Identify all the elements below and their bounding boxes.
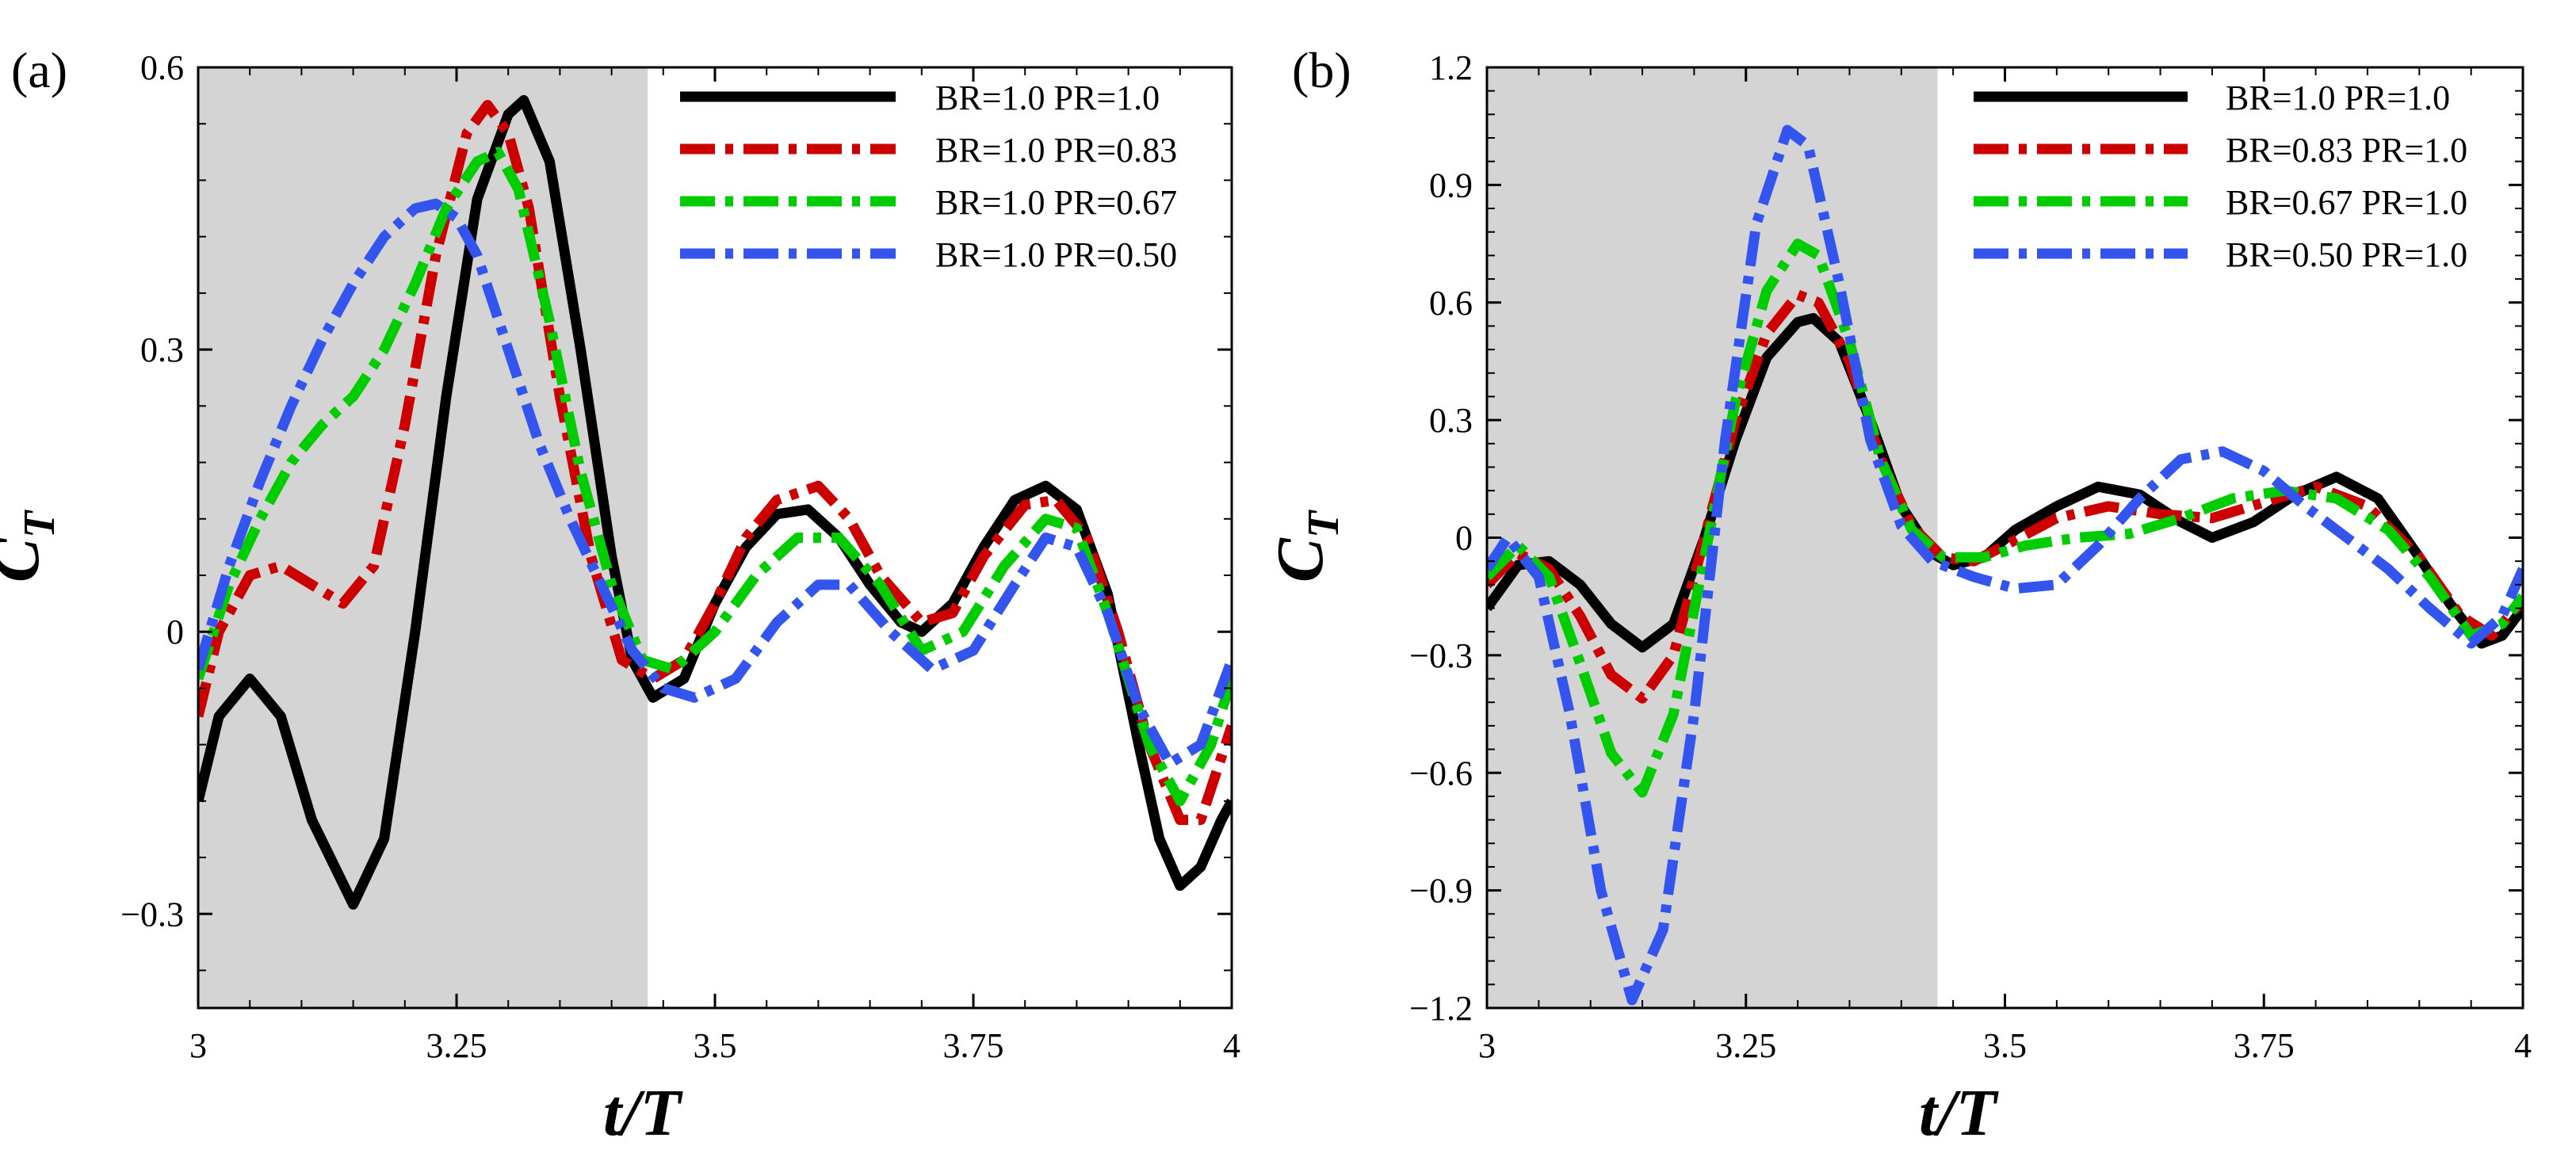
series-group	[198, 95, 1232, 910]
series-line-1	[1487, 313, 2523, 653]
y-tick-label: 0.3	[140, 330, 184, 369]
x-tick-label: 3	[189, 1026, 207, 1065]
y-tick-label: 0.9	[1429, 166, 1473, 204]
legend: BR=1.0 PR=1.0 BR=0.83 PR=1.0 BR=0.67 PR=1.…	[1974, 78, 2467, 274]
y-tick-label: −0.9	[1409, 872, 1473, 911]
x-tick-label: 3.25	[426, 1026, 487, 1065]
series-group	[1487, 124, 2523, 1006]
legend-label-4: BR=0.50 PR=1.0	[2226, 235, 2467, 274]
y-axis-label-sub: T	[1299, 509, 1348, 538]
y-tick-label: −0.3	[1409, 636, 1473, 675]
series-line-3	[1487, 239, 2523, 798]
series-line-4	[198, 198, 1232, 769]
y-axis-label: CT	[1263, 509, 1348, 582]
x-tick-label: 3.75	[2234, 1026, 2295, 1065]
legend: BR=1.0 PR=1.0 BR=1.0 PR=0.83 BR=1.0 PR=0.6…	[680, 78, 1177, 274]
y-tick-label: 0	[166, 613, 184, 651]
panel-label: (b)	[1292, 42, 1351, 98]
legend-label-4: BR=1.0 PR=0.50	[935, 235, 1177, 274]
y-tick-label: 0.6	[140, 48, 184, 87]
legend-label-3: BR=0.67 PR=1.0	[2226, 183, 2467, 222]
x-tick-label: 4	[2514, 1026, 2532, 1065]
x-tick-label: 3	[1478, 1026, 1496, 1065]
x-tick-label: 3.5	[1983, 1026, 2027, 1065]
legend-label-1: BR=1.0 PR=1.0	[2226, 78, 2450, 117]
y-tick-label: 1.2	[1429, 48, 1473, 87]
y-axis-label-main: C	[1263, 537, 1337, 582]
y-tick-label: 0	[1455, 519, 1473, 558]
y-tick-label: −0.3	[120, 895, 184, 933]
series-line-4	[1487, 124, 2523, 1006]
y-tick-label: −0.6	[1409, 754, 1473, 792]
series-line-3	[198, 147, 1232, 807]
y-tick-label: −1.2	[1409, 989, 1473, 1028]
x-tick-label: 3.5	[694, 1026, 737, 1065]
panel-b: 3 3.25 3.5 3.75 4 −1.2 −0.9 −0.6 −0.3 0 0.3 0.6 0.9 1…	[1263, 42, 2532, 1150]
y-axis-label-sub: T	[15, 509, 64, 538]
legend-label-2: BR=0.83 PR=1.0	[2226, 131, 2467, 170]
y-axis-label-main: C	[0, 537, 53, 582]
legend-label-2: BR=1.0 PR=0.83	[935, 131, 1177, 170]
x-axis-label: t/T	[1919, 1076, 2000, 1150]
series-line-2	[198, 100, 1232, 826]
panel-a: 33.253.53.754−0.300.30.6(a)CTt/TBR=1.0 P…	[0, 42, 1240, 1150]
y-tick-label: 0.3	[1429, 401, 1473, 440]
x-axis-label: t/T	[603, 1076, 684, 1150]
y-axis-label: CT	[0, 509, 64, 582]
legend-label-3: BR=1.0 PR=0.67	[935, 183, 1177, 222]
legend-label-1: BR=1.0 PR=1.0	[935, 78, 1160, 117]
y-tick-label: 0.6	[1429, 284, 1473, 323]
panel-label: (a)	[11, 42, 67, 98]
x-tick-label: 3.75	[943, 1026, 1004, 1065]
x-tick-label: 4	[1223, 1026, 1240, 1065]
x-tick-label: 3.25	[1715, 1026, 1776, 1065]
